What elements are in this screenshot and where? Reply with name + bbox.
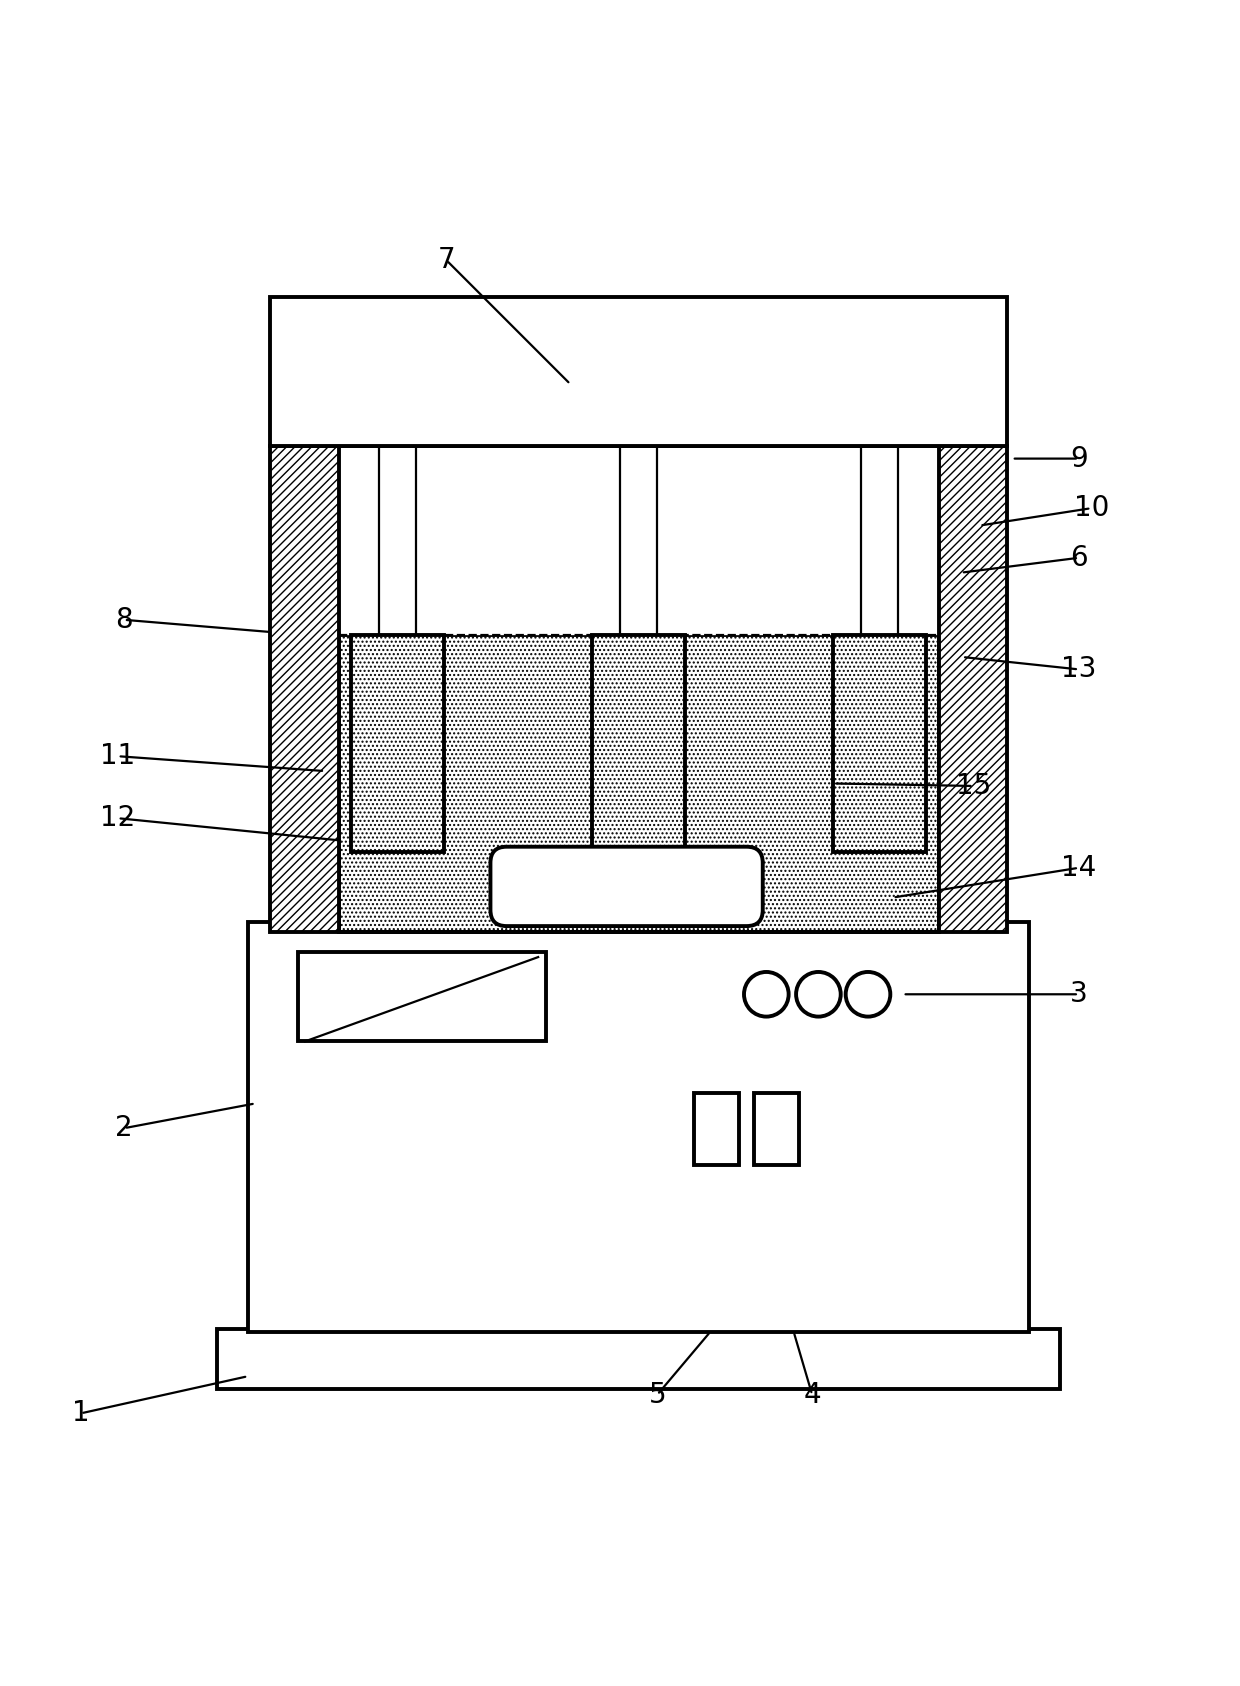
Bar xyxy=(248,922,1029,1332)
Bar xyxy=(351,634,444,851)
Bar xyxy=(939,447,1007,932)
FancyBboxPatch shape xyxy=(491,846,763,926)
Bar xyxy=(217,1329,1060,1389)
Bar xyxy=(339,447,939,634)
Text: 11: 11 xyxy=(100,742,135,771)
Bar xyxy=(339,634,939,932)
Bar xyxy=(593,634,684,851)
Bar xyxy=(270,297,1007,447)
Bar xyxy=(694,1094,739,1165)
Text: 3: 3 xyxy=(1070,980,1087,1008)
Text: 12: 12 xyxy=(100,804,135,833)
Text: 15: 15 xyxy=(956,772,991,799)
Text: 8: 8 xyxy=(115,605,133,634)
Bar xyxy=(270,447,339,932)
Text: 10: 10 xyxy=(1074,494,1109,523)
Text: 6: 6 xyxy=(1070,545,1087,572)
Text: 4: 4 xyxy=(804,1381,821,1409)
Bar xyxy=(298,953,546,1042)
Text: 2: 2 xyxy=(115,1114,133,1141)
Text: 13: 13 xyxy=(1061,656,1096,683)
Text: 14: 14 xyxy=(1061,853,1096,882)
Bar xyxy=(754,1094,799,1165)
Text: 9: 9 xyxy=(1070,445,1087,472)
Text: 7: 7 xyxy=(438,246,455,275)
Text: 1: 1 xyxy=(72,1399,89,1428)
Text: 5: 5 xyxy=(649,1381,666,1409)
Bar xyxy=(833,634,926,851)
